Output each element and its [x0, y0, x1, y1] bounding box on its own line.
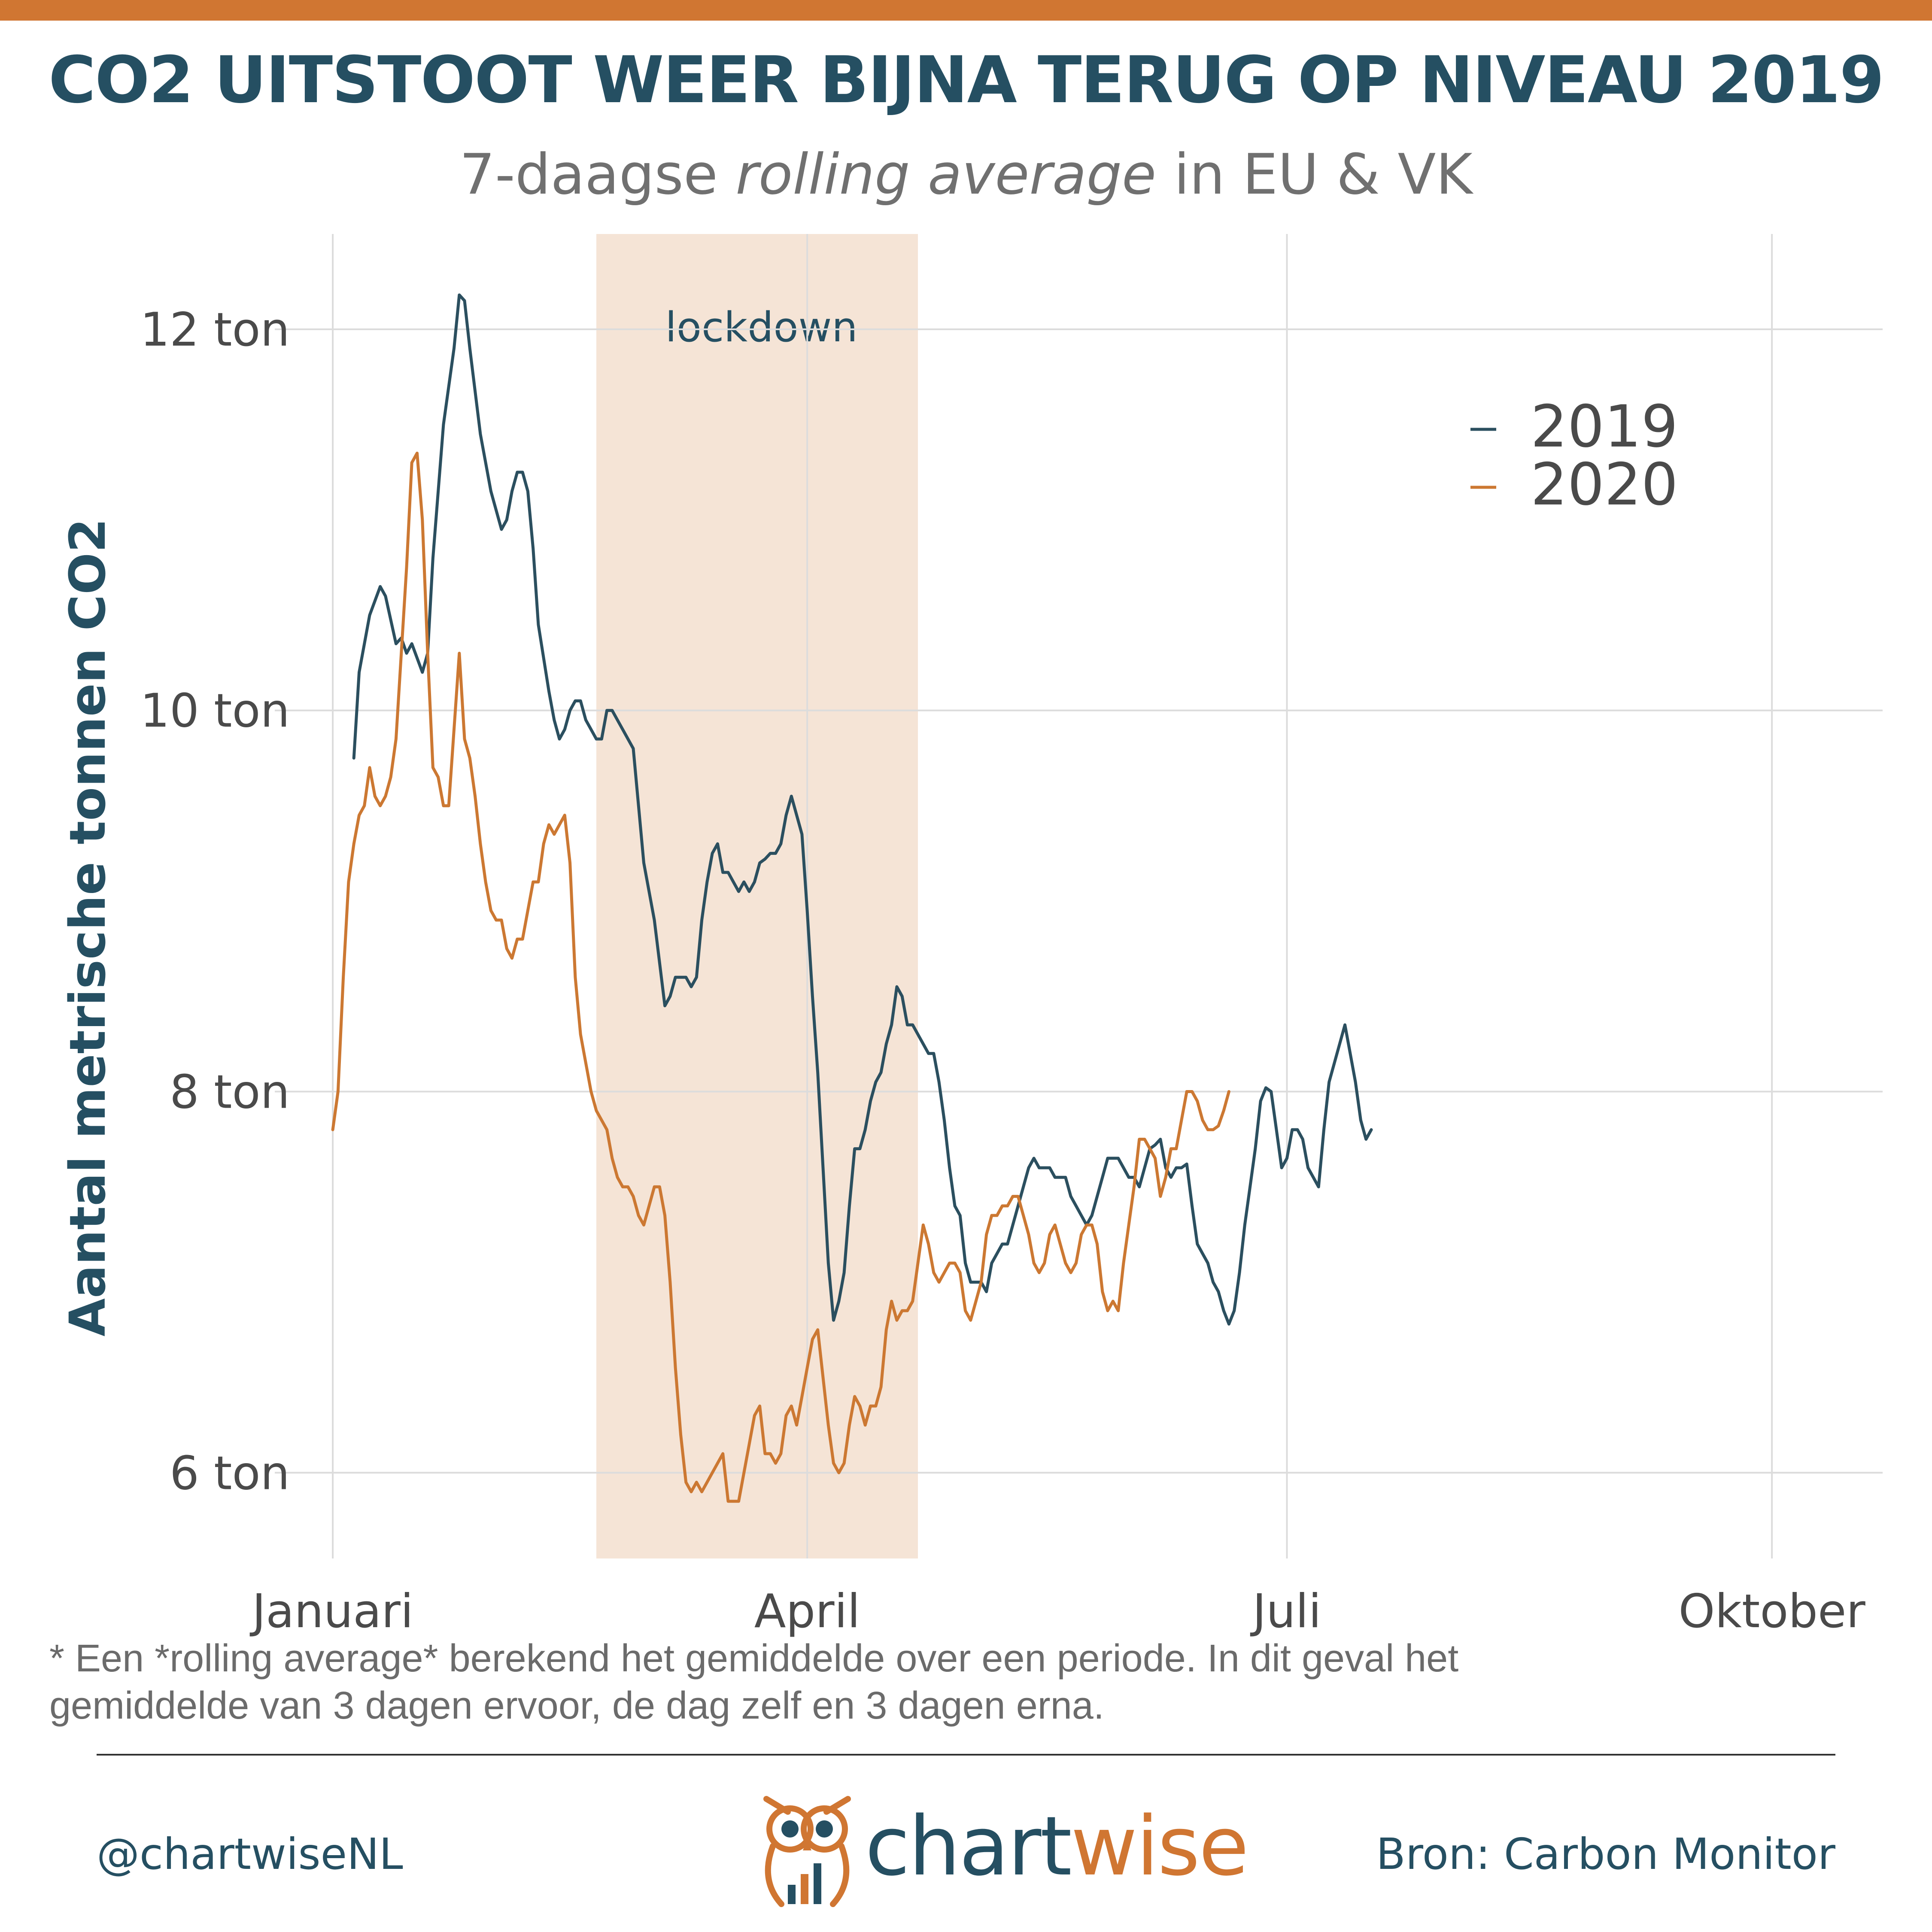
tick-label-layer: 6 ton 8 ton 10 ton 12 ton Januari April Juli Ok…	[140, 303, 1865, 1638]
owl-icon	[763, 1796, 851, 1907]
x-tick-label: Oktober	[1678, 1585, 1865, 1638]
lockdown-label: lockdown	[665, 304, 857, 351]
logo-word-chart: chart	[865, 1799, 1072, 1894]
x-tick-label: April	[754, 1585, 860, 1638]
legend-label-2019: 2019	[1531, 393, 1678, 460]
y-tick-label: 10 ton	[140, 684, 290, 738]
subtitle-italic: rolling average	[735, 142, 1157, 207]
source-credit: Bron: Carbon Monitor	[1376, 1829, 1835, 1879]
chart-title: CO2 UITSTOOT WEER BIJNA TERUG OP NIVEAU …	[49, 43, 1884, 118]
line-chart: lockdown 6 ton 8 ton 10 ton 12 ton Januari Ap…	[140, 234, 1883, 1638]
logo-word-wise: wise	[1070, 1799, 1249, 1894]
y-tick-label: 6 ton	[170, 1446, 290, 1500]
legend-label-2020: 2020	[1531, 451, 1678, 518]
footnote-line-1: * Een *rolling average* berekend het gem…	[49, 1637, 1459, 1680]
y-axis-label: Aantal metrische tonnen CO2	[59, 518, 117, 1337]
logo-wordmark: chartwise	[865, 1799, 1249, 1894]
chart-subtitle: 7-daagse rolling average in EU & VK	[0, 142, 1932, 207]
series-line-2020	[331, 452, 1230, 1503]
subtitle-suffix: in EU & VK	[1156, 142, 1473, 207]
footnote: * Een *rolling average* berekend het gem…	[49, 1635, 1595, 1729]
subtitle-prefix: 7-daagse	[459, 142, 736, 207]
chartwise-logo: chartwise	[743, 1782, 1249, 1911]
twitter-handle[interactable]: @chartwiseNL	[97, 1829, 403, 1879]
footnote-line-2: gemiddelde van 3 dagen ervoor, de dag ze…	[49, 1684, 1104, 1727]
series-line-2019	[352, 293, 1373, 1326]
lockdown-region-layer: lockdown	[596, 234, 918, 1558]
x-tick-label: Januari	[249, 1585, 413, 1638]
y-tick-label: 12 ton	[140, 303, 290, 357]
footer-divider	[97, 1754, 1835, 1756]
series-layer	[331, 293, 1373, 1503]
grid-layer	[275, 234, 1883, 1558]
lockdown-shaded-region	[596, 234, 918, 1558]
x-tick-label: Juli	[1250, 1585, 1321, 1638]
top-accent-bar	[0, 0, 1932, 21]
y-tick-label: 8 ton	[170, 1065, 290, 1119]
